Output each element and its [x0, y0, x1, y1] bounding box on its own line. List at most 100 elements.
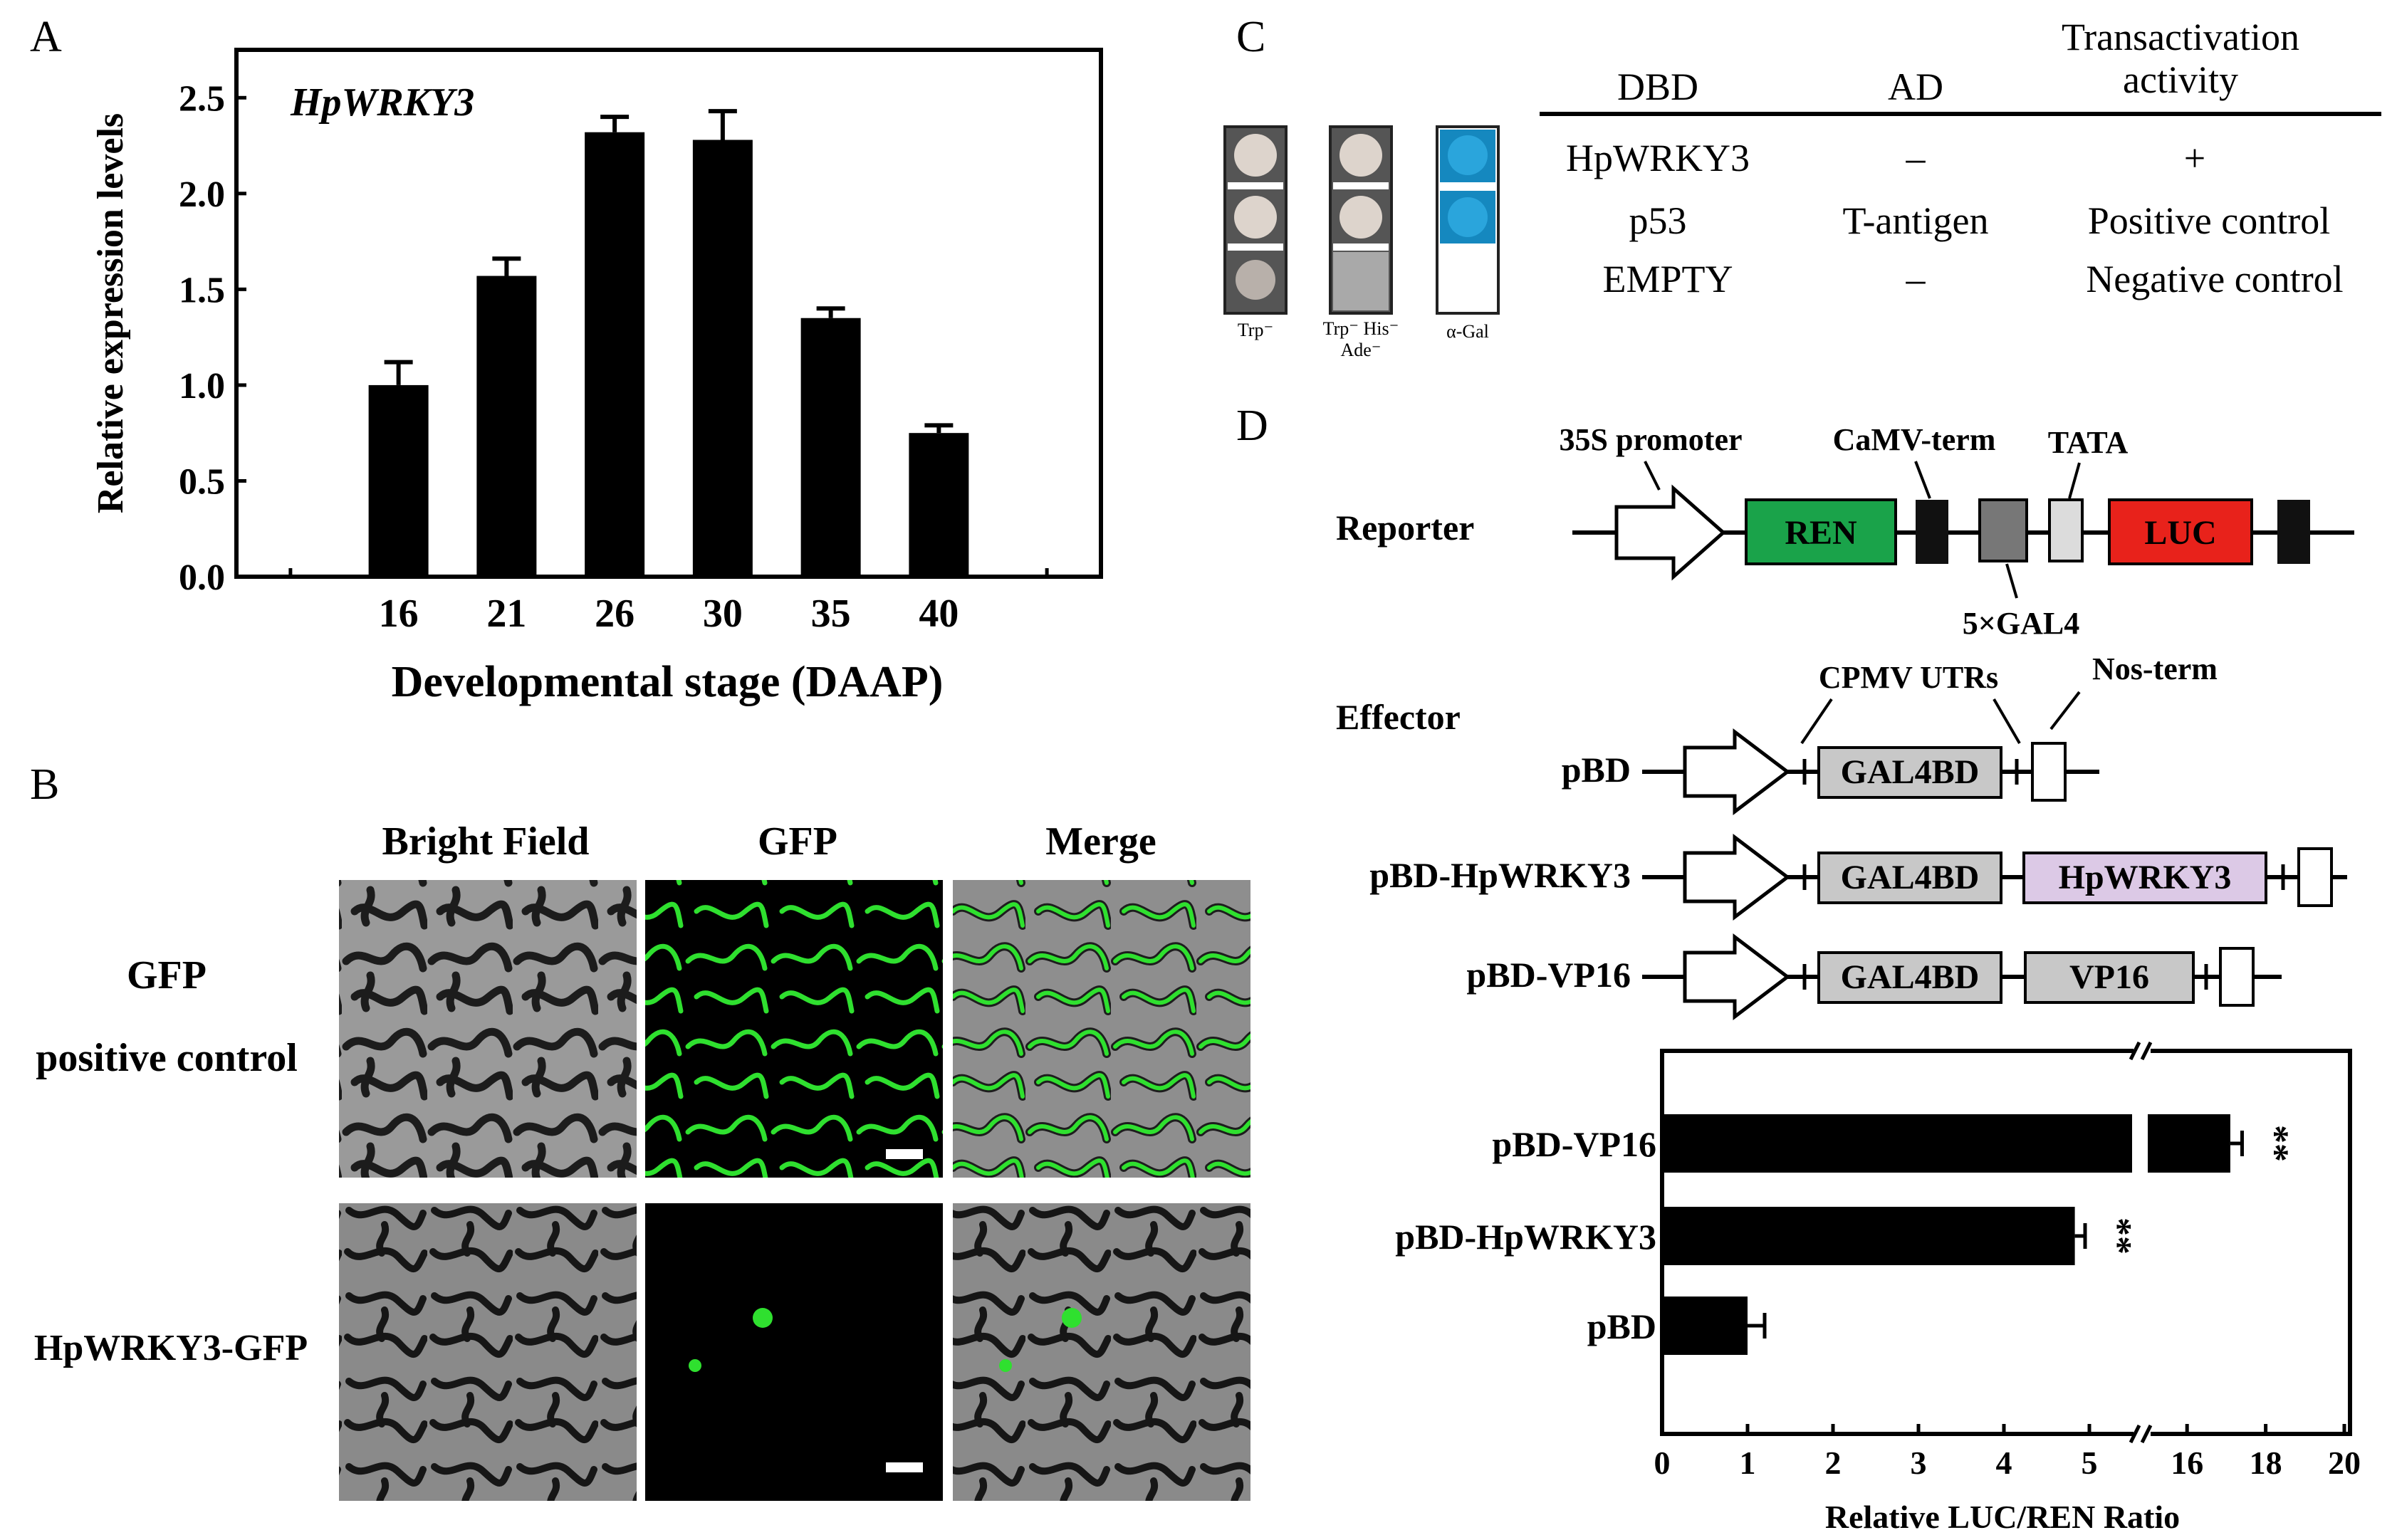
panel-a-bars	[368, 109, 969, 577]
label-camv-term: CaMV-term	[1833, 422, 1996, 457]
table-row1-dbd: HpWRKY3	[1566, 137, 1750, 179]
table-row1-activity: +	[2184, 137, 2205, 179]
axis-break-mark-b-1	[2140, 1424, 2153, 1444]
panel-a-title: HpWRKY3	[290, 80, 474, 125]
panel-d-x-axis: 0 1 2 3 4 5 16 18 20	[1654, 1041, 2361, 1481]
pbd-vp16-promoter-arrow-icon	[1683, 933, 1791, 1021]
bar-40	[909, 433, 969, 577]
panel-a-y-axis: 0.0 0.5 1.0 1.5 2.0 2.5	[179, 78, 246, 598]
x-tick-label-35: 35	[811, 592, 851, 636]
nucleus-signal-2	[689, 1359, 701, 1372]
x-tick-label-4: 4	[1996, 1445, 2012, 1481]
ren-label: REN	[1785, 514, 1857, 552]
yeast-plate-trp	[1223, 125, 1288, 315]
table-header-transactivation: Transactivation	[2062, 16, 2299, 58]
pbd-vp16-nos-box	[2219, 947, 2255, 1007]
construct-pbd-hpwrky3-label: pBD-HpWRKY3	[1369, 855, 1631, 895]
nucleus-signal-1	[753, 1308, 773, 1328]
bar-pBD-VP16-part1	[1662, 1114, 2132, 1173]
yeast-plate-trp-his-ade	[1329, 125, 1393, 315]
pointer-promoter	[1644, 461, 1661, 491]
panel-a-plot-frame	[234, 48, 1103, 579]
merge-nucleus-1	[1062, 1308, 1082, 1328]
label-tata: TATA	[2048, 425, 2129, 460]
label-nos-term: Nos-term	[2092, 651, 2218, 686]
scale-bar-control	[886, 1149, 923, 1159]
y-tick-label-2: 1.0	[179, 366, 225, 407]
table-row1-ad: –	[1906, 137, 1926, 179]
bar-30	[692, 140, 753, 577]
label-35s-promoter: 35S promoter	[1559, 422, 1742, 457]
panel-b-row1-label-b: positive control	[36, 1036, 298, 1080]
label-cpmv-utrs: CPMV UTRs	[1819, 660, 1998, 695]
vp16-label: VP16	[2069, 958, 2149, 996]
panel-d-chart: **** 0 1 2 3 4 5 16 18 20 pBD-VP16pBD-HpWRKY3pBD…	[1395, 1041, 2361, 1535]
reporter-term-box	[2277, 500, 2310, 564]
panel-b-col-bright: Bright Field	[382, 819, 590, 864]
bar-35	[800, 318, 861, 577]
bar-pBD-HpWRKY3	[1662, 1207, 2075, 1265]
x-tick-label-1: 1	[1740, 1445, 1756, 1481]
vp16-box	[2024, 951, 2195, 1004]
table-row2-ad: T-antigen	[1843, 199, 1989, 242]
panel-d-bars: ** **	[1662, 1114, 2295, 1355]
panel-d-xlabel: Relative LUC/REN Ratio	[1825, 1499, 2180, 1535]
reporter-promoter-arrow-icon	[1614, 484, 1726, 581]
gal4-box	[1978, 498, 2028, 562]
table-row3-activity: Negative control	[2086, 258, 2343, 300]
hpwrky3-box	[2022, 852, 2267, 904]
pointer-cpmv-right	[1993, 698, 2021, 745]
pbd-nos-box	[2031, 742, 2067, 802]
camv-term-box	[1916, 500, 1948, 564]
pbd-promoter-arrow-icon	[1683, 728, 1791, 816]
significance-pBD-HpWRKY3: **	[2098, 1217, 2138, 1254]
axis-break-mark-b-0	[2140, 1041, 2153, 1061]
table-row3-ad: –	[1906, 258, 1926, 300]
pbd-hpwrky3-gal4bd-label: GAL4BD	[1841, 859, 1980, 896]
x-tick-label-40: 40	[919, 592, 959, 636]
x-tick-label-2: 2	[1825, 1445, 1842, 1481]
table-row3-dbd: EMPTY	[1602, 258, 1733, 300]
panel-d-letter: D	[1236, 402, 1268, 450]
micrograph-bright-field-control	[339, 880, 637, 1178]
pbd-vp16-gal4bd-box	[1817, 951, 2002, 1004]
category-label-pBD: pBD	[1587, 1306, 1656, 1346]
reporter-label: Reporter	[1336, 508, 1474, 548]
ren-box	[1745, 498, 1897, 565]
x-tick-label-0: 0	[1654, 1445, 1671, 1481]
pbd-hpwrky3-nos-box	[2297, 847, 2333, 907]
panel-c-letter: C	[1236, 13, 1265, 61]
panel-a-xlabel: Developmental stage (DAAP)	[392, 658, 944, 706]
plate-label-ade: Ade⁻	[1340, 340, 1381, 360]
panel-a-ylabel: Relative expression levels	[90, 113, 131, 513]
y-tick-label-1: 0.5	[179, 461, 225, 502]
x-tick-label-5: 5	[2082, 1445, 2098, 1481]
x-tick-label-3: 3	[1911, 1445, 1927, 1481]
micrograph-gfp-control	[645, 880, 943, 1178]
pbd-gal4bd-label: GAL4BD	[1841, 753, 1980, 791]
y-tick-label-3: 1.5	[179, 270, 225, 310]
x-tick-label-8: 20	[2328, 1445, 2361, 1481]
yeast-plate-alpha-gal	[1436, 125, 1500, 315]
pbd-hpwrky3-promoter-arrow-icon	[1683, 833, 1791, 921]
pointer-camv	[1914, 461, 1931, 499]
panel-a-chart: HpWRKY3 0.00.51.01.52.02.5 16 21 26 30 35 40 …	[90, 48, 1103, 706]
bar-21	[476, 276, 537, 577]
pointer-gal4	[2005, 563, 2018, 599]
x-tick-label-6: 16	[2171, 1445, 2203, 1481]
tata-box	[2048, 498, 2084, 562]
panel-b-col-merge: Merge	[1045, 819, 1156, 864]
pointer-tata	[2068, 462, 2081, 499]
y-tick-label-0: 0.0	[179, 557, 225, 598]
effector-constructs: Effector CPMV UTRs Nos-term pBD GAL4BD p…	[1336, 651, 2347, 1021]
x-tick-label-21: 21	[486, 592, 526, 636]
hpwrky3-label: HpWRKY3	[2059, 859, 2232, 896]
bar-pBD	[1662, 1297, 1748, 1355]
construct-pbd-label: pBD	[1562, 750, 1631, 790]
table-row2-dbd: p53	[1629, 199, 1687, 242]
plate-label-trp: Trp⁻	[1238, 320, 1273, 340]
y-tick-label-4: 2.0	[179, 174, 225, 215]
pointer-nos	[2049, 691, 2081, 730]
panel-b-row1-label-a: GFP	[127, 953, 207, 997]
panel-a-x-axis: 16 21 26 30 35 40	[288, 568, 1049, 636]
